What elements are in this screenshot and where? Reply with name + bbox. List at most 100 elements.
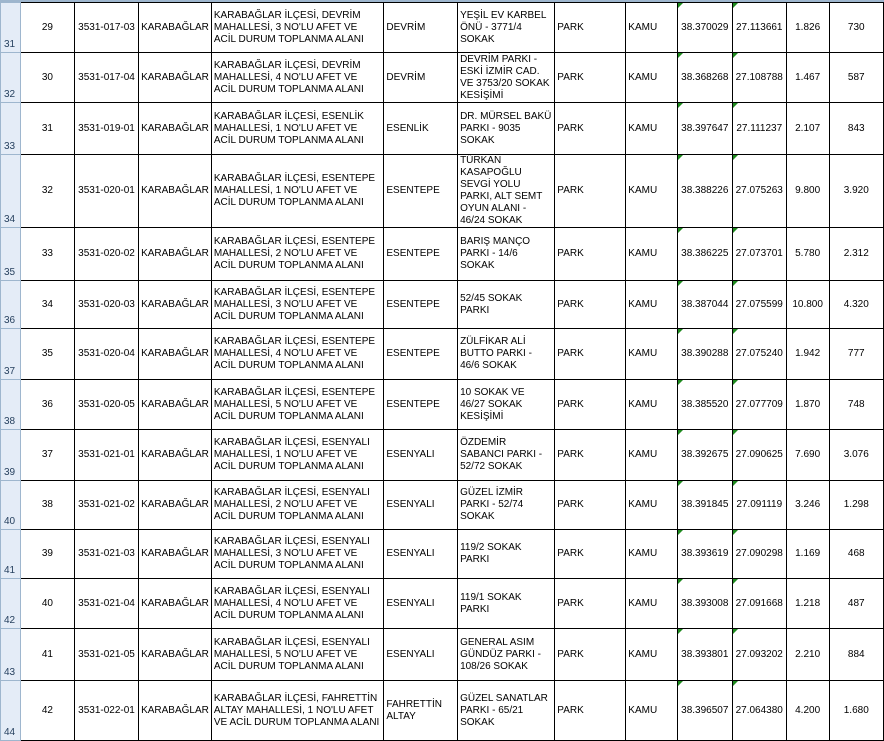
cell-neighborhood[interactable]: FAHRETTİN ALTAY [383, 680, 459, 741]
cell-latitude[interactable]: 38.393801 [676, 628, 733, 681]
cell-name[interactable]: KARABAĞLAR İLÇESİ, ESENYALI MAHALLESİ, 3… [210, 529, 385, 579]
cell-name[interactable]: KARABAĞLAR İLÇESİ, ESENTEPE MAHALLESİ, 2… [210, 227, 385, 281]
cell-location[interactable]: ZÜLFİKAR ALİ BUTTO PARKI - 46/6 SOKAK [457, 328, 556, 380]
cell-neighborhood[interactable]: DEVRİM [383, 2, 459, 53]
cell-type[interactable]: PARK [554, 52, 627, 103]
cell-area[interactable]: 1.942 [785, 328, 830, 380]
row-header[interactable]: 37 [0, 328, 21, 380]
cell-code[interactable]: 3531-022-01 [73, 680, 140, 741]
cell-name[interactable]: KARABAĞLAR İLÇESİ, ESENTEPE MAHALLESİ, 3… [210, 280, 385, 329]
cell-neighborhood[interactable]: DEVRİM [383, 52, 459, 103]
cell-neighborhood[interactable]: ESENYALI [383, 429, 459, 481]
cell-longitude[interactable]: 27.064380 [731, 680, 787, 741]
cell-no[interactable]: 34 [19, 280, 75, 329]
cell-district[interactable]: KARABAĞLAR [138, 328, 212, 380]
cell-code[interactable]: 3531-020-03 [73, 280, 140, 329]
cell-latitude[interactable]: 38.385520 [676, 379, 733, 430]
cell-neighborhood[interactable]: ESENTEPE [383, 280, 459, 329]
cell-location[interactable]: YEŞİL EV KARBEL ÖNÜ - 3771/4 SOKAK [457, 2, 556, 53]
cell-area[interactable]: 5.780 [785, 227, 830, 281]
cell-owner[interactable]: KAMU [625, 480, 678, 530]
cell-latitude[interactable]: 38.386225 [676, 227, 733, 281]
cell-district[interactable]: KARABAĞLAR [138, 2, 212, 53]
cell-code[interactable]: 3531-020-05 [73, 379, 140, 430]
cell-district[interactable]: KARABAĞLAR [138, 227, 212, 281]
cell-no[interactable]: 32 [19, 154, 75, 228]
row-header[interactable]: 31 [0, 2, 21, 53]
cell-latitude[interactable]: 38.368268 [676, 52, 733, 103]
cell-capacity[interactable]: 1.298 [828, 480, 884, 530]
cell-no[interactable]: 38 [19, 480, 75, 530]
cell-location[interactable]: DEVRİM PARKI - ESKİ İZMİR CAD. VE 3753/2… [457, 52, 556, 103]
cell-type[interactable]: PARK [554, 154, 627, 228]
cell-capacity[interactable]: 777 [828, 328, 884, 380]
cell-name[interactable]: KARABAĞLAR İLÇESİ, DEVRİM MAHALLESİ, 3 N… [210, 2, 385, 53]
cell-capacity[interactable]: 487 [828, 578, 884, 629]
cell-longitude[interactable]: 27.091668 [731, 578, 787, 629]
row-header[interactable]: 44 [0, 680, 21, 741]
cell-type[interactable]: PARK [554, 480, 627, 530]
cell-name[interactable]: KARABAĞLAR İLÇESİ, ESENYALI MAHALLESİ, 5… [210, 628, 385, 681]
cell-location[interactable]: BARIŞ MANÇO PARKI - 14/6 SOKAK [457, 227, 556, 281]
cell-area[interactable]: 4.200 [785, 680, 830, 741]
row-header[interactable]: 39 [0, 429, 21, 481]
cell-area[interactable]: 2.107 [785, 102, 830, 155]
cell-latitude[interactable]: 38.393008 [676, 578, 733, 629]
cell-area[interactable]: 7.690 [785, 429, 830, 481]
cell-area[interactable]: 1.826 [785, 2, 830, 53]
cell-neighborhood[interactable]: ESENYALI [383, 578, 459, 629]
cell-code[interactable]: 3531-021-05 [73, 628, 140, 681]
cell-owner[interactable]: KAMU [625, 680, 678, 741]
cell-area[interactable]: 1.467 [785, 52, 830, 103]
cell-latitude[interactable]: 38.393619 [676, 529, 733, 579]
cell-latitude[interactable]: 38.396507 [676, 680, 733, 741]
cell-district[interactable]: KARABAĞLAR [138, 379, 212, 430]
cell-no[interactable]: 41 [19, 628, 75, 681]
cell-type[interactable]: PARK [554, 680, 627, 741]
cell-capacity[interactable]: 748 [828, 379, 884, 430]
cell-code[interactable]: 3531-020-04 [73, 328, 140, 380]
cell-name[interactable]: KARABAĞLAR İLÇESİ, ESENTEPE MAHALLESİ, 5… [210, 379, 385, 430]
cell-owner[interactable]: KAMU [625, 328, 678, 380]
cell-area[interactable]: 1.218 [785, 578, 830, 629]
cell-capacity[interactable]: 884 [828, 628, 884, 681]
row-header[interactable]: 35 [0, 227, 21, 281]
cell-location[interactable]: 119/1 SOKAK PARKI [457, 578, 556, 629]
cell-no[interactable]: 35 [19, 328, 75, 380]
cell-owner[interactable]: KAMU [625, 52, 678, 103]
cell-area[interactable]: 3.246 [785, 480, 830, 530]
cell-district[interactable]: KARABAĞLAR [138, 102, 212, 155]
cell-name[interactable]: KARABAĞLAR İLÇESİ, FAHRETTİN ALTAY MAHAL… [210, 680, 385, 741]
cell-code[interactable]: 3531-017-03 [73, 2, 140, 53]
cell-type[interactable]: PARK [554, 429, 627, 481]
cell-code[interactable]: 3531-017-04 [73, 52, 140, 103]
cell-latitude[interactable]: 38.387044 [676, 280, 733, 329]
cell-no[interactable]: 36 [19, 379, 75, 430]
cell-longitude[interactable]: 27.091119 [731, 480, 787, 530]
cell-capacity[interactable]: 843 [828, 102, 884, 155]
cell-location[interactable]: GÜZEL İZMİR PARKI - 52/74 SOKAK [457, 480, 556, 530]
cell-neighborhood[interactable]: ESENLİK [383, 102, 459, 155]
cell-owner[interactable]: KAMU [625, 429, 678, 481]
cell-longitude[interactable]: 27.075599 [731, 280, 787, 329]
cell-type[interactable]: PARK [554, 529, 627, 579]
cell-location[interactable]: 10 SOKAK VE 46/27 SOKAK KESİŞİMİ [457, 379, 556, 430]
cell-owner[interactable]: KAMU [625, 529, 678, 579]
cell-longitude[interactable]: 27.111237 [731, 102, 787, 155]
cell-owner[interactable]: KAMU [625, 227, 678, 281]
cell-area[interactable]: 1.870 [785, 379, 830, 430]
row-header[interactable]: 32 [0, 52, 21, 103]
row-header[interactable]: 43 [0, 628, 21, 681]
cell-capacity[interactable]: 587 [828, 52, 884, 103]
cell-location[interactable]: ÖZDEMİR SABANCI PARKI - 52/72 SOKAK [457, 429, 556, 481]
cell-type[interactable]: PARK [554, 2, 627, 53]
cell-name[interactable]: KARABAĞLAR İLÇESİ, ESENYALI MAHALLESİ, 4… [210, 578, 385, 629]
cell-longitude[interactable]: 27.113661 [731, 2, 787, 53]
cell-capacity[interactable]: 730 [828, 2, 884, 53]
cell-district[interactable]: KARABAĞLAR [138, 529, 212, 579]
cell-type[interactable]: PARK [554, 280, 627, 329]
cell-latitude[interactable]: 38.397647 [676, 102, 733, 155]
cell-district[interactable]: KARABAĞLAR [138, 628, 212, 681]
cell-no[interactable]: 33 [19, 227, 75, 281]
cell-neighborhood[interactable]: ESENTEPE [383, 154, 459, 228]
